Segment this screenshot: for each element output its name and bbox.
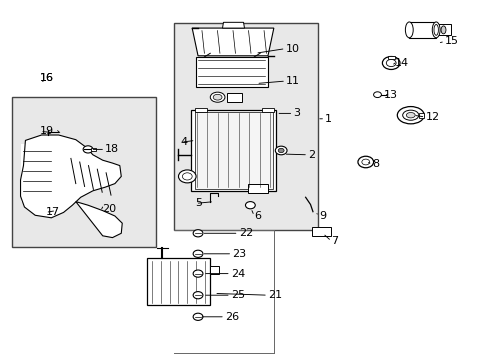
Ellipse shape [213, 94, 222, 100]
Ellipse shape [402, 110, 418, 120]
Text: 4: 4 [181, 137, 188, 147]
Bar [195, 57, 267, 87]
Text: 22: 22 [238, 228, 252, 238]
Bar [194, 112, 272, 189]
Circle shape [193, 313, 203, 320]
Text: 16: 16 [40, 73, 54, 84]
Circle shape [357, 156, 373, 168]
Text: 20: 20 [102, 204, 116, 214]
Text: 7: 7 [331, 236, 338, 246]
Text: 23: 23 [232, 249, 246, 259]
Text: 1: 1 [325, 114, 331, 124]
Bar [210, 266, 219, 274]
Text: 5: 5 [195, 198, 202, 208]
Polygon shape [192, 28, 273, 56]
Circle shape [278, 148, 284, 153]
Circle shape [275, 146, 286, 155]
Circle shape [245, 202, 255, 209]
Ellipse shape [440, 26, 445, 34]
Bar [190, 110, 276, 191]
Polygon shape [20, 135, 121, 218]
Text: 25: 25 [230, 290, 244, 300]
Bar [173, 23, 317, 230]
Text: 13: 13 [383, 90, 397, 100]
Text: 12: 12 [425, 112, 439, 122]
Bar [12, 97, 156, 247]
Circle shape [178, 170, 196, 183]
Polygon shape [222, 22, 244, 28]
Circle shape [373, 92, 381, 98]
Text: 26: 26 [224, 312, 239, 322]
Text: 9: 9 [319, 211, 326, 221]
Bar [227, 93, 242, 102]
Ellipse shape [433, 24, 437, 35]
Polygon shape [76, 202, 122, 238]
Circle shape [361, 159, 369, 165]
Bar [311, 227, 330, 236]
Bar [20, 144, 77, 202]
Text: 6: 6 [254, 211, 261, 221]
Bar [248, 184, 267, 193]
Circle shape [193, 292, 203, 299]
Ellipse shape [210, 92, 224, 102]
Text: 3: 3 [293, 108, 300, 118]
Bar [435, 24, 450, 35]
Bar [146, 258, 210, 305]
Text: 2: 2 [307, 150, 315, 160]
Text: 10: 10 [285, 44, 299, 54]
Ellipse shape [396, 107, 424, 124]
Bar [418, 113, 423, 118]
Ellipse shape [431, 22, 439, 38]
Bar [387, 56, 394, 59]
Text: 14: 14 [394, 58, 408, 68]
Text: 24: 24 [230, 269, 244, 279]
Text: 17: 17 [45, 207, 60, 217]
Bar [194, 108, 206, 112]
Text: 11: 11 [285, 76, 300, 86]
Circle shape [382, 57, 399, 69]
Text: 16: 16 [40, 73, 54, 84]
Ellipse shape [406, 112, 414, 118]
Text: 19: 19 [40, 126, 54, 136]
Bar [408, 22, 435, 38]
Ellipse shape [405, 22, 412, 38]
Circle shape [182, 173, 192, 180]
Circle shape [386, 59, 395, 67]
Text: 15: 15 [444, 36, 458, 46]
Circle shape [193, 270, 203, 277]
Bar [91, 148, 96, 151]
Bar [261, 108, 273, 112]
Circle shape [193, 230, 203, 237]
Circle shape [83, 146, 93, 153]
Text: 18: 18 [105, 144, 119, 154]
Circle shape [193, 250, 203, 257]
Text: 8: 8 [372, 159, 379, 169]
Text: 21: 21 [267, 290, 282, 300]
